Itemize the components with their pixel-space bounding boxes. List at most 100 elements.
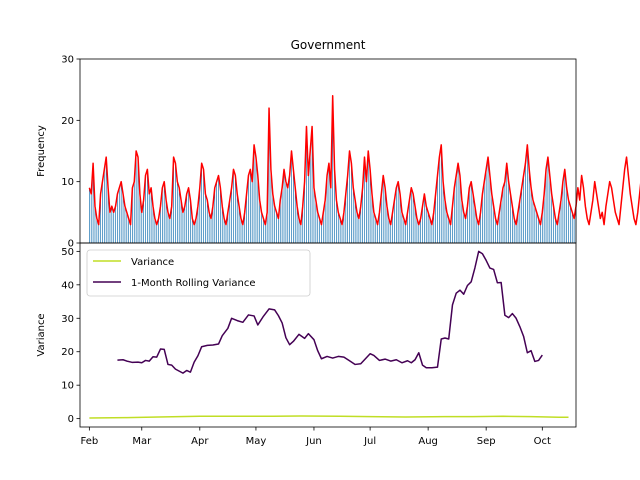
frequency-bar xyxy=(257,175,259,243)
frequency-bar xyxy=(354,200,356,243)
frequency-bar xyxy=(302,206,304,243)
frequency-bar xyxy=(270,169,272,243)
frequency-bar xyxy=(235,175,236,243)
frequency-bar xyxy=(498,212,500,243)
frequency-bar xyxy=(459,175,461,243)
frequency-bar xyxy=(403,218,405,243)
frequency-bar xyxy=(407,212,408,243)
frequency-bar xyxy=(525,163,526,243)
frequency-bar xyxy=(412,193,414,243)
frequency-bar xyxy=(137,157,139,243)
frequency-bar xyxy=(306,126,307,243)
frequency-bar xyxy=(414,206,416,243)
frequency-bar xyxy=(526,144,528,243)
frequency-bar xyxy=(553,206,554,243)
frequency-bar xyxy=(293,169,294,243)
frequency-bar xyxy=(169,218,171,243)
frequency-bar xyxy=(450,224,451,243)
frequency-bar xyxy=(463,212,465,243)
frequency-bar xyxy=(566,187,567,243)
frequency-bar xyxy=(409,200,410,243)
frequency-bar xyxy=(180,200,182,243)
frequency-bar xyxy=(223,218,225,243)
frequency-bar xyxy=(291,151,292,243)
frequency-bar xyxy=(143,200,144,243)
frequency-bar xyxy=(178,187,180,243)
frequency-bar xyxy=(551,193,553,243)
frequency-bar xyxy=(300,224,302,243)
frequency-bar xyxy=(152,206,154,243)
frequency-bar xyxy=(242,224,244,243)
frequency-bar xyxy=(556,224,558,243)
frequency-y-tick-label: 30 xyxy=(61,55,74,66)
frequency-bar xyxy=(472,193,474,243)
legend-box xyxy=(86,249,311,297)
frequency-bar xyxy=(102,181,103,243)
frequency-bar xyxy=(502,187,504,243)
frequency-bar xyxy=(154,218,156,243)
frequency-bar xyxy=(244,212,246,243)
frequency-bar xyxy=(468,187,470,243)
frequency-bar xyxy=(264,224,266,243)
frequency-bar xyxy=(351,163,352,243)
frequency-bar xyxy=(248,175,249,243)
frequency-bar xyxy=(358,218,360,243)
frequency-bar xyxy=(512,206,513,243)
frequency-bar xyxy=(369,169,371,243)
frequency-bar xyxy=(212,206,214,243)
frequency-bar xyxy=(208,212,210,243)
frequency-bar xyxy=(107,187,109,243)
frequency-bar xyxy=(100,193,101,243)
frequency-bar xyxy=(195,218,197,243)
frequency-bar xyxy=(103,169,105,243)
frequency-bar xyxy=(285,181,287,243)
frequency-bar xyxy=(115,206,116,243)
frequency-bar xyxy=(446,212,448,243)
frequency-bar xyxy=(482,193,483,243)
frequency-bar xyxy=(528,169,530,243)
frequency-bar xyxy=(442,181,444,243)
frequency-bar xyxy=(89,187,90,243)
variance-y-axis-title: Variance xyxy=(36,313,47,356)
frequency-bar xyxy=(206,200,208,243)
frequency-bar xyxy=(287,187,289,243)
frequency-bar xyxy=(382,175,384,243)
frequency-bar xyxy=(352,187,354,243)
frequency-bar xyxy=(184,206,186,243)
frequency-bar xyxy=(276,212,277,243)
frequency-bar xyxy=(532,200,534,243)
frequency-bar xyxy=(500,200,502,243)
frequency-bar xyxy=(141,212,143,243)
frequency-bar xyxy=(366,181,367,243)
variance-y-tick-label: 30 xyxy=(61,314,74,325)
x-tick-label: Aug xyxy=(418,436,438,447)
frequency-bar xyxy=(504,181,506,243)
frequency-bar xyxy=(193,224,195,243)
frequency-bar xyxy=(261,212,262,243)
frequency-bar xyxy=(347,175,348,243)
x-tick-label: Mar xyxy=(132,436,152,447)
frequency-bar xyxy=(453,187,455,243)
frequency-bar xyxy=(521,187,523,243)
frequency-bar xyxy=(562,181,564,243)
frequency-bar xyxy=(341,224,343,243)
frequency-bar xyxy=(549,175,551,243)
frequency-bar xyxy=(405,224,407,243)
frequency-bar xyxy=(401,212,403,243)
frequency-bar xyxy=(315,200,317,243)
frequency-bar xyxy=(560,200,562,243)
frequency-bar xyxy=(96,218,98,243)
x-tick-label: Jun xyxy=(305,436,322,447)
frequency-bar xyxy=(420,218,421,243)
frequency-bar xyxy=(220,187,221,243)
variance-line xyxy=(89,415,569,419)
frequency-bar xyxy=(130,224,131,243)
frequency-bar xyxy=(478,224,480,243)
frequency-bar xyxy=(148,193,150,243)
frequency-bar xyxy=(113,212,115,243)
x-tick-label: Oct xyxy=(534,436,551,447)
frequency-bar xyxy=(360,206,362,243)
frequency-bar xyxy=(205,193,206,243)
frequency-bar xyxy=(558,212,560,243)
